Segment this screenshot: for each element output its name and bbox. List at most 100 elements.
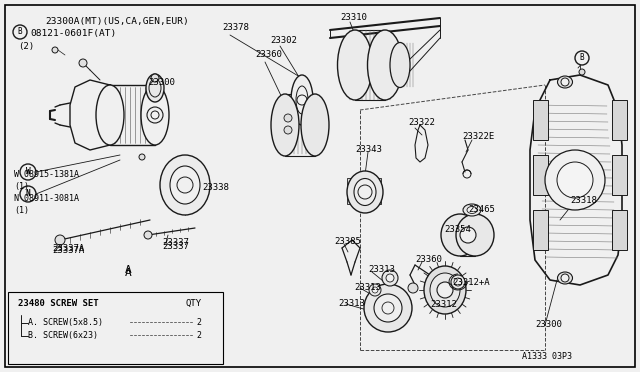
Circle shape <box>561 78 569 86</box>
Ellipse shape <box>301 94 329 156</box>
Circle shape <box>20 186 36 202</box>
Text: 23300: 23300 <box>148 78 175 87</box>
Text: A1333 03P3: A1333 03P3 <box>522 352 572 361</box>
Text: (1): (1) <box>14 182 29 191</box>
Bar <box>8 292 223 364</box>
Circle shape <box>408 283 418 293</box>
Text: 23313: 23313 <box>338 299 365 308</box>
Ellipse shape <box>430 273 460 307</box>
Bar <box>612 155 627 195</box>
Ellipse shape <box>141 85 169 145</box>
Text: 23302: 23302 <box>270 36 297 45</box>
Circle shape <box>297 95 307 105</box>
Text: 23465: 23465 <box>468 205 495 214</box>
Text: 23312+A: 23312+A <box>452 278 490 287</box>
Text: 23480 SCREW SET: 23480 SCREW SET <box>18 299 99 308</box>
Ellipse shape <box>96 85 124 145</box>
Text: B: B <box>580 54 584 62</box>
Ellipse shape <box>160 155 210 215</box>
Bar <box>533 155 548 195</box>
Circle shape <box>372 287 378 293</box>
Circle shape <box>575 51 589 65</box>
Bar <box>533 100 548 140</box>
Text: (1): (1) <box>14 206 29 215</box>
Text: 23385: 23385 <box>334 237 361 246</box>
Circle shape <box>545 150 605 210</box>
Bar <box>612 210 627 250</box>
Ellipse shape <box>557 76 573 88</box>
Text: 23378: 23378 <box>222 23 249 32</box>
Ellipse shape <box>337 30 372 100</box>
Ellipse shape <box>170 166 200 204</box>
Text: 23313: 23313 <box>368 265 395 274</box>
Circle shape <box>369 284 381 296</box>
Text: 23360: 23360 <box>255 50 282 59</box>
Text: 23337A: 23337A <box>52 244 84 253</box>
Bar <box>612 100 627 140</box>
Text: W 08915-1381A: W 08915-1381A <box>14 170 79 179</box>
Text: 23322E: 23322E <box>462 132 494 141</box>
Ellipse shape <box>146 74 164 102</box>
Bar <box>371 196 381 204</box>
Circle shape <box>284 126 292 134</box>
Text: QTY: QTY <box>185 299 201 308</box>
Bar <box>371 178 381 186</box>
Text: B: B <box>18 28 22 36</box>
Ellipse shape <box>354 179 376 205</box>
Text: B. SCREW(6x23): B. SCREW(6x23) <box>28 331 98 340</box>
Bar <box>533 210 548 250</box>
Ellipse shape <box>347 171 383 213</box>
Text: 23337A: 23337A <box>52 246 84 255</box>
Circle shape <box>451 275 465 289</box>
Text: N: N <box>26 189 30 199</box>
Circle shape <box>557 162 593 198</box>
Circle shape <box>437 282 453 298</box>
Text: 08121-0601F(AT): 08121-0601F(AT) <box>30 29 116 38</box>
Circle shape <box>20 164 36 180</box>
Text: 23313: 23313 <box>354 283 381 292</box>
Circle shape <box>386 274 394 282</box>
Text: 23300A(MT)(US,CA,GEN,EUR): 23300A(MT)(US,CA,GEN,EUR) <box>45 17 189 26</box>
Circle shape <box>139 154 145 160</box>
Circle shape <box>358 185 372 199</box>
Circle shape <box>79 59 87 67</box>
Ellipse shape <box>291 75 313 125</box>
Text: W: W <box>26 167 30 176</box>
Ellipse shape <box>271 94 299 156</box>
Ellipse shape <box>467 206 477 214</box>
Text: A: A <box>125 265 131 275</box>
Circle shape <box>579 69 585 75</box>
Ellipse shape <box>390 42 410 87</box>
Ellipse shape <box>441 214 479 256</box>
Text: 2: 2 <box>196 331 201 340</box>
Ellipse shape <box>424 266 466 314</box>
Text: 23337: 23337 <box>162 242 189 251</box>
Text: 23312: 23312 <box>430 300 457 309</box>
Text: 23338: 23338 <box>202 183 229 192</box>
Circle shape <box>460 227 476 243</box>
Polygon shape <box>70 80 110 150</box>
Text: 23300: 23300 <box>535 320 562 329</box>
Text: 23360: 23360 <box>415 255 442 264</box>
Text: 23354: 23354 <box>444 225 471 234</box>
Ellipse shape <box>456 214 494 256</box>
Text: 23310: 23310 <box>340 13 367 22</box>
Circle shape <box>561 274 569 282</box>
Text: 23343: 23343 <box>355 145 382 154</box>
Text: A: A <box>125 268 131 278</box>
Circle shape <box>382 270 398 286</box>
Circle shape <box>52 47 58 53</box>
Bar <box>347 178 357 186</box>
Circle shape <box>55 235 65 245</box>
Circle shape <box>284 114 292 122</box>
Text: 23318: 23318 <box>570 196 597 205</box>
Text: 2: 2 <box>196 318 201 327</box>
Circle shape <box>382 302 394 314</box>
Text: N 08911-3081A: N 08911-3081A <box>14 194 79 203</box>
Ellipse shape <box>557 272 573 284</box>
Text: 23337: 23337 <box>162 238 189 247</box>
Text: A. SCREW(5x8.5): A. SCREW(5x8.5) <box>28 318 103 327</box>
Circle shape <box>13 25 27 39</box>
Circle shape <box>177 177 193 193</box>
Circle shape <box>374 294 402 322</box>
